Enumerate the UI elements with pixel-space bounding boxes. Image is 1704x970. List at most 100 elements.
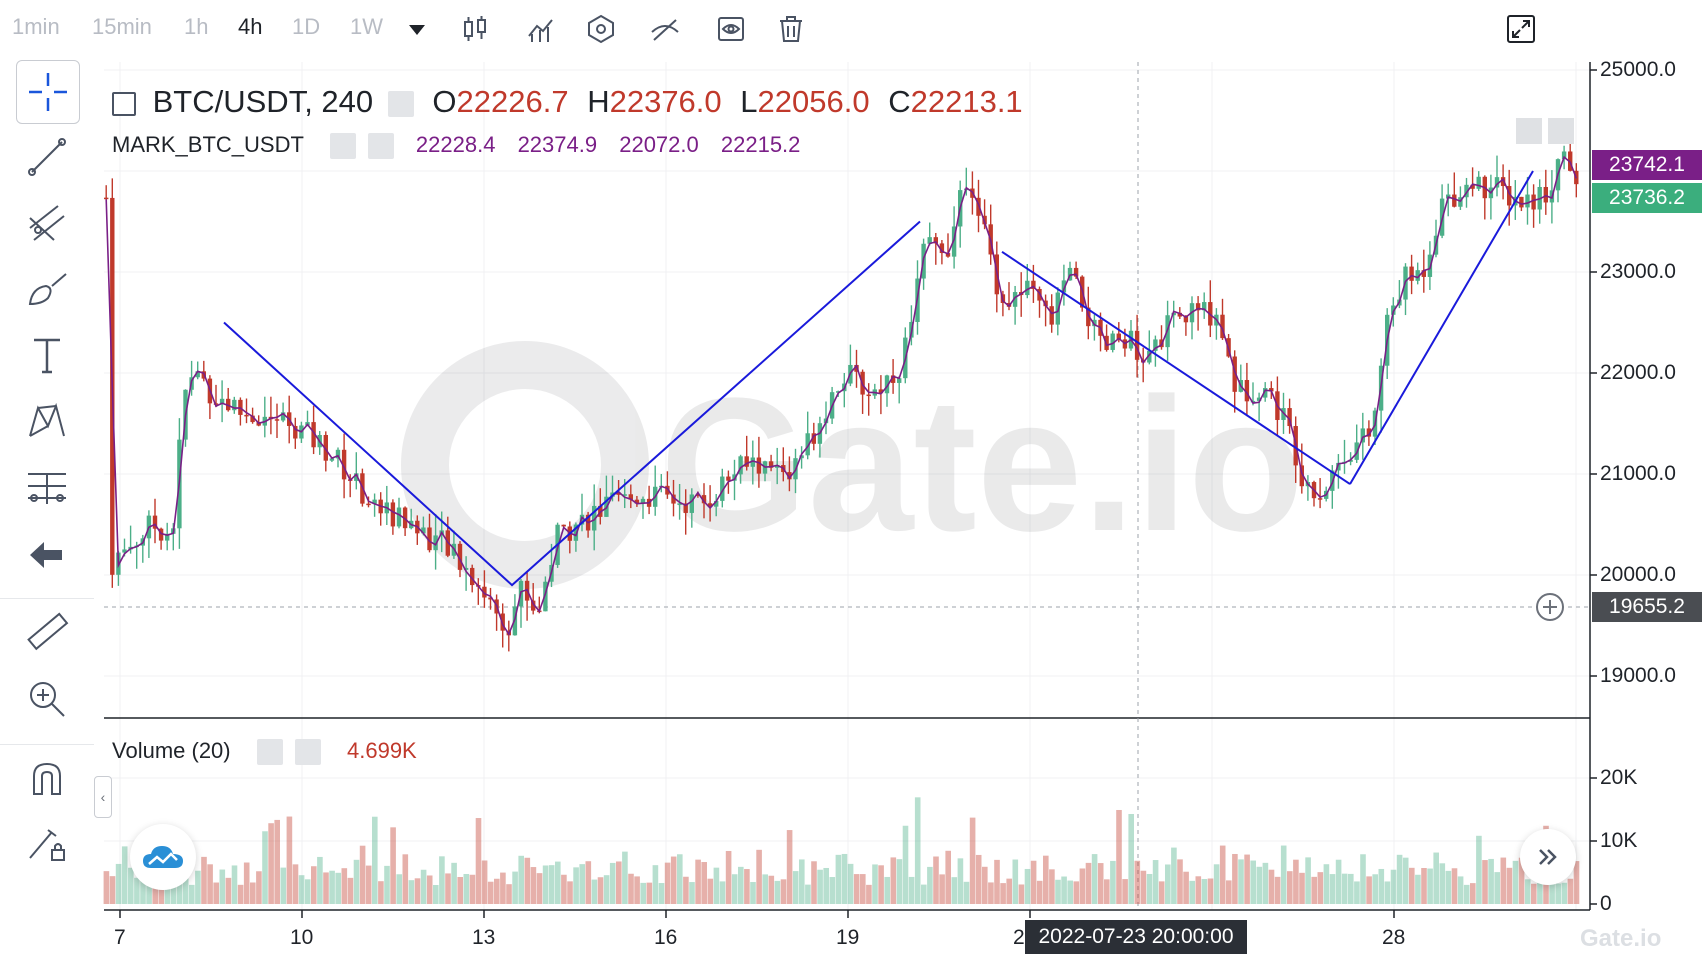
candle bbox=[195, 361, 200, 380]
scroll-down-icon[interactable] bbox=[1516, 118, 1542, 144]
drawing-visibility-icon[interactable] bbox=[648, 12, 682, 46]
measure-lines-tool[interactable] bbox=[16, 456, 78, 518]
timeframe-dropdown-icon[interactable] bbox=[400, 12, 434, 46]
price-axis-ticks bbox=[1590, 69, 1597, 905]
timeframe-1h[interactable]: 1h bbox=[184, 14, 209, 39]
volume-bar bbox=[884, 876, 890, 904]
trendline-tool[interactable] bbox=[16, 126, 78, 188]
volume-bar bbox=[1177, 859, 1183, 904]
volume-bar bbox=[1043, 855, 1049, 904]
candle bbox=[1574, 163, 1579, 198]
candle bbox=[1256, 392, 1262, 422]
candle bbox=[372, 493, 377, 517]
volume-bar bbox=[146, 877, 152, 904]
text-tool[interactable] bbox=[16, 324, 78, 386]
volume-bar bbox=[963, 881, 970, 904]
candle bbox=[1104, 324, 1109, 352]
price-axis-label: 19000.0 bbox=[1600, 664, 1676, 687]
volume-bar bbox=[988, 882, 994, 904]
scroll-to-realtime-button[interactable] bbox=[1520, 829, 1576, 885]
candle bbox=[506, 620, 511, 652]
timeframe-15min[interactable]: 15min bbox=[92, 14, 152, 39]
volume-bar bbox=[335, 872, 341, 904]
brush-tool[interactable] bbox=[16, 258, 78, 320]
volume-bar bbox=[530, 867, 537, 904]
back-arrow-icon[interactable] bbox=[16, 524, 78, 586]
candle bbox=[311, 405, 316, 455]
candle bbox=[683, 489, 688, 535]
magnet-tool[interactable] bbox=[16, 748, 78, 810]
volume-bar bbox=[1055, 879, 1061, 904]
volume-bar bbox=[1415, 874, 1421, 904]
volume-bar bbox=[207, 864, 213, 904]
volume-bar bbox=[1384, 881, 1391, 904]
candle bbox=[531, 583, 536, 615]
volume-bar bbox=[219, 869, 226, 904]
volume-bar bbox=[1354, 881, 1360, 904]
scroll-up-icon[interactable] bbox=[1548, 118, 1574, 144]
volume-bar bbox=[975, 854, 982, 904]
cloud-save-button[interactable] bbox=[130, 824, 196, 890]
volume-bar bbox=[1140, 870, 1147, 904]
candle-type-icon[interactable] bbox=[458, 12, 492, 46]
mark-remove-icon[interactable] bbox=[367, 133, 394, 160]
volume-bar bbox=[616, 861, 622, 904]
price-axis-label: 23000.0 bbox=[1600, 260, 1676, 283]
candle bbox=[1409, 254, 1414, 295]
crosshair-tool[interactable] bbox=[16, 60, 80, 124]
volume-bar bbox=[225, 877, 232, 904]
collapse-toolbar-button[interactable]: ‹ bbox=[94, 776, 112, 818]
lock-drawing-tool[interactable] bbox=[16, 814, 78, 876]
candle bbox=[165, 522, 170, 551]
volume-bar bbox=[994, 859, 1000, 904]
volume-bar bbox=[1165, 864, 1171, 904]
volume-bar bbox=[567, 881, 573, 904]
volume-bar bbox=[243, 862, 250, 904]
candle bbox=[482, 570, 487, 608]
trash-icon[interactable] bbox=[774, 12, 808, 46]
eye-icon[interactable] bbox=[714, 12, 748, 46]
time-axis-label: 10 bbox=[290, 926, 314, 949]
volume-bar bbox=[1195, 876, 1202, 904]
high-label: H bbox=[587, 84, 610, 119]
candle bbox=[384, 485, 389, 526]
volume-remove-icon[interactable] bbox=[294, 739, 321, 766]
volume-bar bbox=[725, 850, 732, 904]
volume-bar bbox=[1122, 879, 1128, 904]
volume-bar bbox=[780, 879, 787, 904]
volume-bar bbox=[1030, 860, 1037, 904]
timeframe-1d[interactable]: 1D bbox=[292, 14, 321, 39]
volume-bar bbox=[1561, 882, 1568, 904]
volume-bar bbox=[1470, 883, 1476, 904]
candle bbox=[1214, 308, 1219, 340]
volume-bar bbox=[805, 884, 811, 904]
candle bbox=[1067, 261, 1073, 281]
volume-settings-icon[interactable] bbox=[256, 739, 283, 766]
timeframe-1min[interactable]: 1min bbox=[12, 14, 60, 39]
candle bbox=[1171, 300, 1176, 328]
candle bbox=[640, 496, 646, 519]
series-settings-icon[interactable] bbox=[387, 90, 414, 117]
timeframe-1w[interactable]: 1W bbox=[350, 14, 383, 39]
candle bbox=[232, 396, 237, 414]
ruler-tool[interactable] bbox=[16, 602, 78, 664]
volume-bar bbox=[182, 878, 189, 904]
ohlc-legend: BTC/USDT, 240 O22226.7 H22376.0 L22056.0… bbox=[112, 84, 1023, 120]
collapse-legend-icon[interactable] bbox=[112, 91, 136, 116]
settings-hex-icon[interactable] bbox=[584, 12, 618, 46]
volume-bar bbox=[109, 876, 116, 904]
timeframe-4h[interactable]: 4h bbox=[238, 14, 263, 39]
volume-bar bbox=[799, 859, 805, 904]
mark-settings-icon[interactable] bbox=[329, 133, 356, 160]
fullscreen-icon[interactable] bbox=[1504, 12, 1538, 46]
pitchfork-tool[interactable] bbox=[16, 192, 78, 254]
candle bbox=[262, 396, 267, 438]
indicators-icon[interactable] bbox=[524, 12, 558, 46]
volume-bar bbox=[1396, 854, 1403, 904]
candle bbox=[146, 510, 152, 558]
pattern-tool[interactable] bbox=[16, 390, 78, 452]
volume-bar bbox=[524, 857, 531, 904]
zoom-in-tool[interactable] bbox=[16, 668, 78, 730]
candle bbox=[866, 383, 871, 416]
